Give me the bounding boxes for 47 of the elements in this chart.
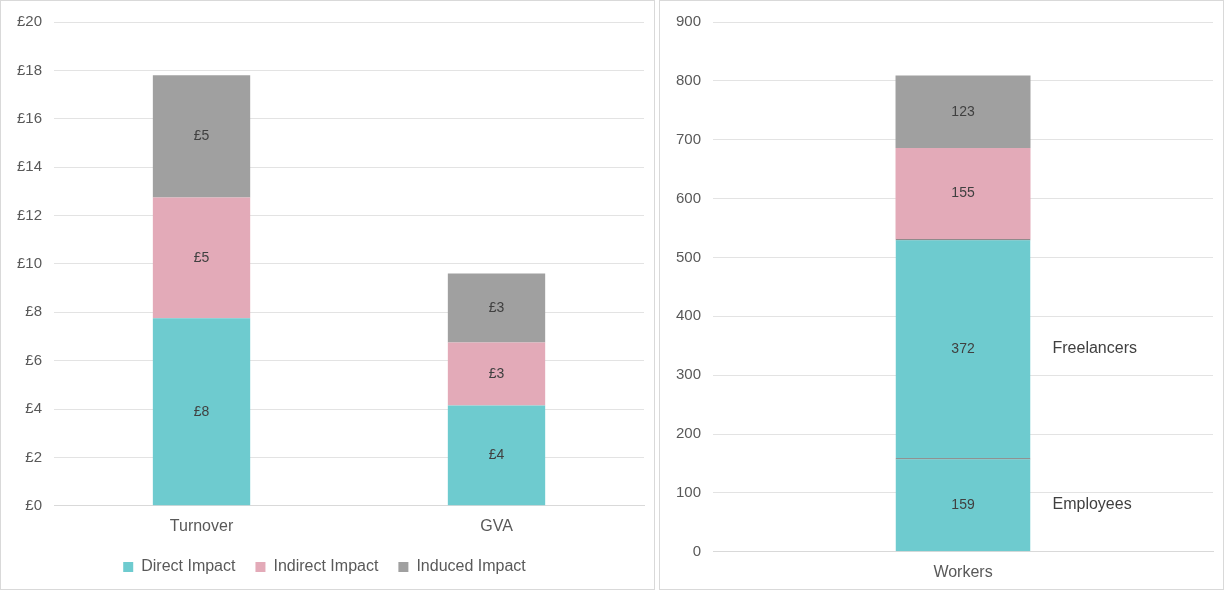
y-tick-label: £0 (25, 495, 43, 513)
legend-label: Induced Impact (416, 557, 527, 575)
y-tick-label: £8 (25, 302, 43, 320)
legend-label: Indirect Impact (273, 557, 379, 575)
y-tick-label: £10 (17, 254, 43, 272)
x-tick-label: GVA (480, 516, 514, 534)
y-tick-label: 400 (676, 306, 702, 324)
y-tick-label: 200 (676, 424, 702, 442)
bar (447, 273, 546, 343)
y-tick-label: 100 (676, 483, 702, 501)
y-tick-label: 900 (676, 12, 702, 30)
data-label: £3 (488, 364, 505, 381)
data-label: 155 (951, 184, 975, 201)
bar (152, 197, 251, 319)
bar (895, 147, 1031, 240)
bar (447, 405, 546, 506)
y-tick-label: £18 (17, 60, 43, 78)
x-tick-label: Turnover (169, 516, 234, 534)
y-tick-label: 500 (676, 247, 702, 265)
bar (447, 342, 546, 406)
data-label: £5 (193, 127, 210, 144)
bar (152, 75, 251, 198)
y-tick-label: £14 (17, 157, 43, 175)
y-tick-label: £20 (17, 12, 43, 30)
y-tick-label: £16 (17, 108, 43, 126)
data-label: 159 (951, 495, 975, 512)
y-tick-label: 600 (676, 188, 702, 206)
y-tick-label: £4 (25, 399, 43, 417)
data-label: £8 (193, 402, 210, 419)
series-label: Freelancers (1052, 339, 1137, 357)
y-tick-label: 0 (692, 541, 702, 559)
data-label: £3 (488, 298, 505, 315)
y-tick-label: 800 (676, 71, 702, 89)
bar (152, 318, 251, 506)
y-tick-label: £12 (17, 205, 43, 223)
data-label: £4 (488, 446, 505, 463)
x-tick-label: Workers (933, 562, 993, 580)
data-label: £5 (193, 248, 210, 265)
y-tick-label: 300 (676, 365, 702, 383)
legend-label: Direct Impact (141, 557, 237, 575)
bar (895, 75, 1031, 148)
data-label: 123 (951, 102, 975, 119)
series-label: Employees (1052, 495, 1132, 513)
y-tick-label: £6 (25, 350, 43, 368)
data-label: 372 (951, 339, 975, 356)
y-tick-label: £2 (25, 447, 43, 465)
y-tick-label: 700 (676, 129, 702, 147)
